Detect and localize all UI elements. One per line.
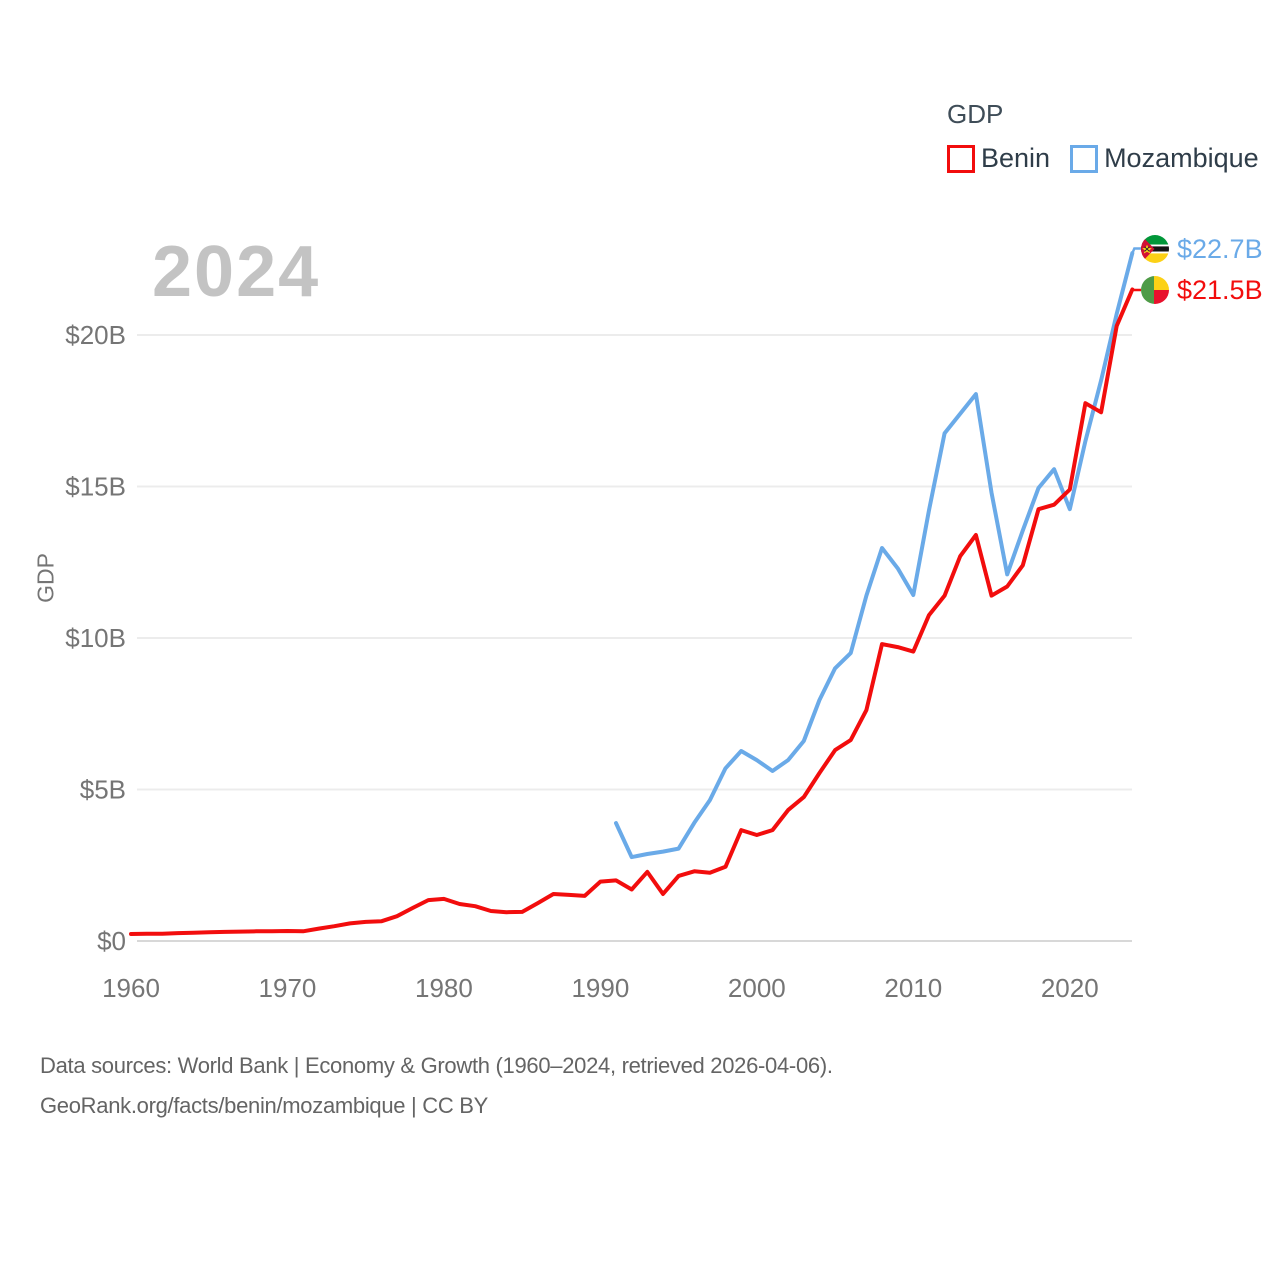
- benin-line: [129, 287, 1135, 936]
- benin-end-value: $21.5B: [1177, 274, 1263, 305]
- x-tick-label: 1960: [102, 973, 160, 1003]
- x-tick-label: 1990: [571, 973, 629, 1003]
- x-tick-label: 2000: [728, 973, 786, 1003]
- benin-flag-icon: [1141, 276, 1169, 304]
- y-tick-label: $20B: [65, 320, 126, 350]
- x-tick-label: 1970: [259, 973, 317, 1003]
- y-tick-label: $15B: [65, 472, 126, 502]
- legend-item-benin[interactable]: Benin: [947, 143, 1050, 174]
- x-tick-label: 1980: [415, 973, 473, 1003]
- legend-item-mozambique[interactable]: Mozambique: [1070, 143, 1259, 174]
- x-tick-label: 2010: [884, 973, 942, 1003]
- x-tick-label: 2020: [1041, 973, 1099, 1003]
- legend-title: GDP: [947, 99, 1004, 129]
- legend-label-mozambique: Mozambique: [1104, 143, 1259, 173]
- mozambique-flag-icon: [1141, 235, 1169, 263]
- mozambique-end-label: $22.7B: [1141, 233, 1263, 264]
- watermark-year: 2024: [152, 232, 321, 312]
- mozambique-line: [614, 251, 1135, 860]
- y-tick-label: $0: [97, 926, 126, 956]
- y-tick-label: $10B: [65, 623, 126, 653]
- legend: GDP Benin Mozambique: [947, 100, 1279, 174]
- legend-items: Benin Mozambique: [947, 143, 1279, 174]
- mozambique-label-connector: [1131, 247, 1141, 254]
- legend-label-benin: Benin: [981, 143, 1051, 173]
- y-tick-label: $5B: [80, 775, 126, 805]
- footer: Data sources: World Bank | Economy & Gro…: [40, 1046, 833, 1126]
- benin-swatch-icon: [947, 144, 975, 173]
- mozambique-end-value: $22.7B: [1177, 233, 1263, 264]
- benin-end-label: $21.5B: [1141, 274, 1263, 305]
- footer-sources-line: Data sources: World Bank | Economy & Gro…: [40, 1053, 833, 1078]
- mozambique-swatch-icon: [1070, 144, 1099, 173]
- footer-attribution-line: GeoRank.org/facts/benin/mozambique | CC …: [40, 1093, 489, 1118]
